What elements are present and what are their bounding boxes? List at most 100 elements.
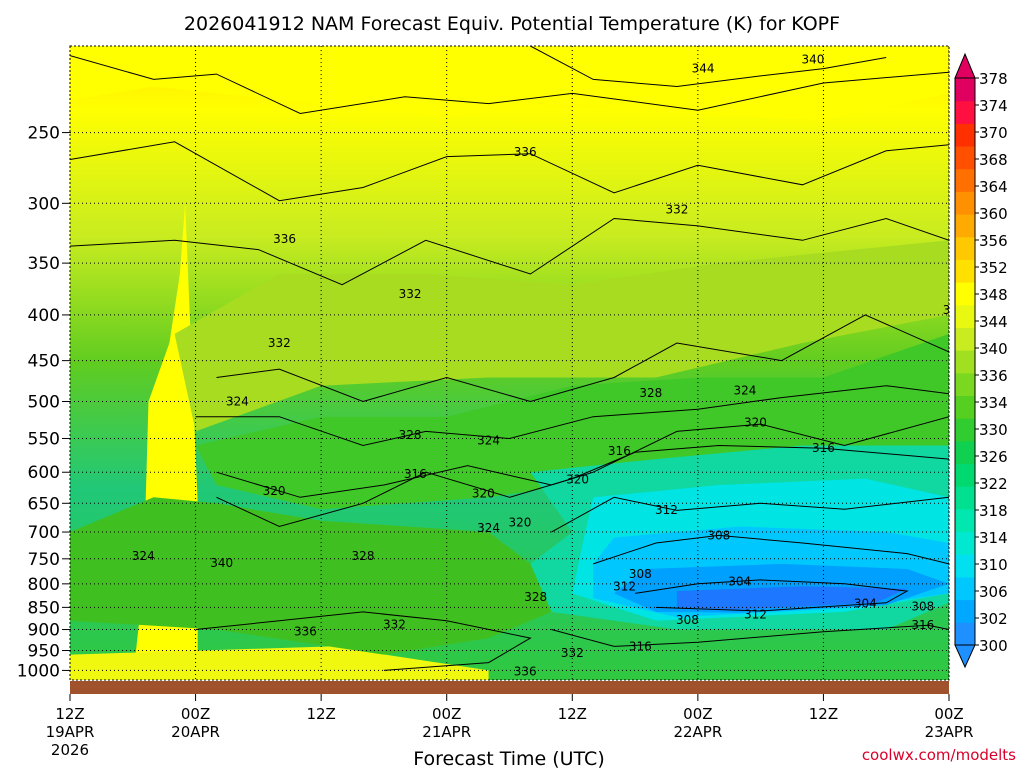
pressure-tick-label: 800 [28, 575, 60, 595]
colorbar-label: 348 [979, 286, 1008, 304]
colorbar-swatch [955, 327, 975, 351]
contour-312 [551, 496, 949, 533]
region-midlevel-yellowgreen [174, 240, 949, 432]
contour-label: 308 [629, 567, 652, 581]
contour-label: 304 [728, 574, 751, 588]
region-green-lower [70, 497, 552, 655]
contour-label: 328 [524, 590, 547, 604]
colorbar-bottom-arrow [954, 644, 976, 669]
colorbar-swatch [955, 486, 975, 510]
contour-label: 324 [733, 383, 756, 397]
colorbar-label: 364 [979, 178, 1008, 196]
colorbar-label: 306 [979, 583, 1008, 601]
colorbar-swatch [955, 146, 975, 170]
pressure-tick-label: 600 [28, 463, 60, 483]
colorbar-label: 378 [979, 70, 1008, 88]
contour-label: 320 [509, 516, 532, 530]
contour-336 [70, 141, 949, 202]
colorbar-label: 334 [979, 394, 1008, 412]
colorbar-swatch [955, 463, 975, 487]
time-tick-year: 2026 [51, 741, 89, 759]
contour-label: 312 [744, 608, 767, 622]
contour-label: 332 [383, 617, 406, 631]
contour-label: 320 [263, 484, 286, 498]
pressure-tick-label: 550 [28, 429, 60, 449]
time-tick-date: 21APR [422, 723, 471, 741]
ground-strip [70, 681, 949, 694]
contour-label: 316 [608, 444, 631, 458]
colorbar-swatch [955, 418, 975, 442]
contour-label: 340 [802, 52, 825, 66]
pressure-tick-label: 750 [28, 550, 60, 570]
contour-label: 308 [707, 528, 730, 542]
contour-label: 328 [352, 549, 375, 563]
time-tick-date: 23APR [925, 723, 974, 741]
contour-label: 316 [629, 639, 652, 653]
contour-label: 324 [132, 549, 155, 563]
colorbar-swatch [955, 554, 975, 578]
colorbar-swatch [955, 100, 975, 124]
colorbar-label: 310 [979, 556, 1008, 574]
contour-label: 320 [566, 472, 589, 486]
colorbar-swatch [955, 236, 975, 260]
pressure-tick-label: 650 [28, 494, 60, 514]
pressure-tick-label: 250 [28, 124, 60, 144]
contour-332 [70, 217, 949, 286]
contour-340 [70, 55, 949, 115]
contour-label: 328 [943, 303, 966, 317]
region-midlevel-green [195, 333, 949, 510]
time-tick-date: 19APR [46, 723, 95, 741]
contour-label: 340 [210, 556, 233, 570]
contour-label: 308 [911, 599, 934, 613]
contour-336-low [195, 611, 532, 671]
contour-label: 336 [294, 625, 317, 639]
colorbar-label: 330 [979, 421, 1008, 439]
time-tick-label: 00Z [683, 705, 712, 723]
colorbar-label: 336 [979, 367, 1008, 385]
pressure-tick-label: 900 [28, 621, 60, 641]
time-tick-label: 12Z [809, 705, 838, 723]
contour-label: 328 [639, 386, 662, 400]
contour-344 [530, 46, 887, 88]
time-tick-label: 00Z [181, 705, 210, 723]
colorbar-label: 344 [979, 313, 1008, 331]
pressure-tick-label: 450 [28, 352, 60, 372]
region-lowlevel-yellow2 [70, 646, 489, 680]
pressure-tick-label: 1000 [17, 661, 60, 681]
time-tick-label: 12Z [558, 705, 587, 723]
pressure-tick-label: 700 [28, 523, 60, 543]
colorbar-swatch [955, 622, 975, 646]
colorbar-swatch [955, 576, 975, 601]
colorbar-label: 356 [979, 232, 1008, 250]
colorbar-swatch [955, 214, 975, 238]
contour-label: 304 [854, 597, 877, 611]
colorbar-swatch [955, 282, 975, 306]
colorbar-swatch [955, 304, 975, 328]
contour-label: 328 [399, 428, 422, 442]
contour-label: 344 [692, 62, 715, 76]
contour-label: 320 [744, 416, 767, 430]
pressure-tick-label: 850 [28, 598, 60, 618]
pressure-tick-label: 300 [28, 194, 60, 214]
contour-label: 332 [665, 203, 688, 217]
contour-label: 324 [226, 394, 249, 408]
contour-304 [635, 579, 909, 612]
plot-frame [69, 45, 950, 681]
colorbar-label: 374 [979, 97, 1008, 115]
contour-label: 332 [399, 287, 422, 301]
contour-328 [216, 314, 949, 403]
contour-label: 320 [472, 487, 495, 501]
contour-308 [593, 534, 949, 565]
colorbar-label: 318 [979, 502, 1008, 520]
colorbar-label: 322 [979, 475, 1008, 493]
chart-title: 2026041912 NAM Forecast Equiv. Potential… [184, 13, 840, 35]
x-axis-title: Forecast Time (UTC) [413, 748, 604, 768]
colorbar-swatch [955, 259, 975, 283]
contour-label: 332 [561, 646, 584, 660]
contour-324 [195, 385, 949, 447]
time-tick-label: 00Z [934, 705, 963, 723]
colorbar-swatch [955, 372, 975, 397]
colorbar-label: 314 [979, 529, 1008, 547]
contour-label: 324 [1011, 375, 1024, 389]
